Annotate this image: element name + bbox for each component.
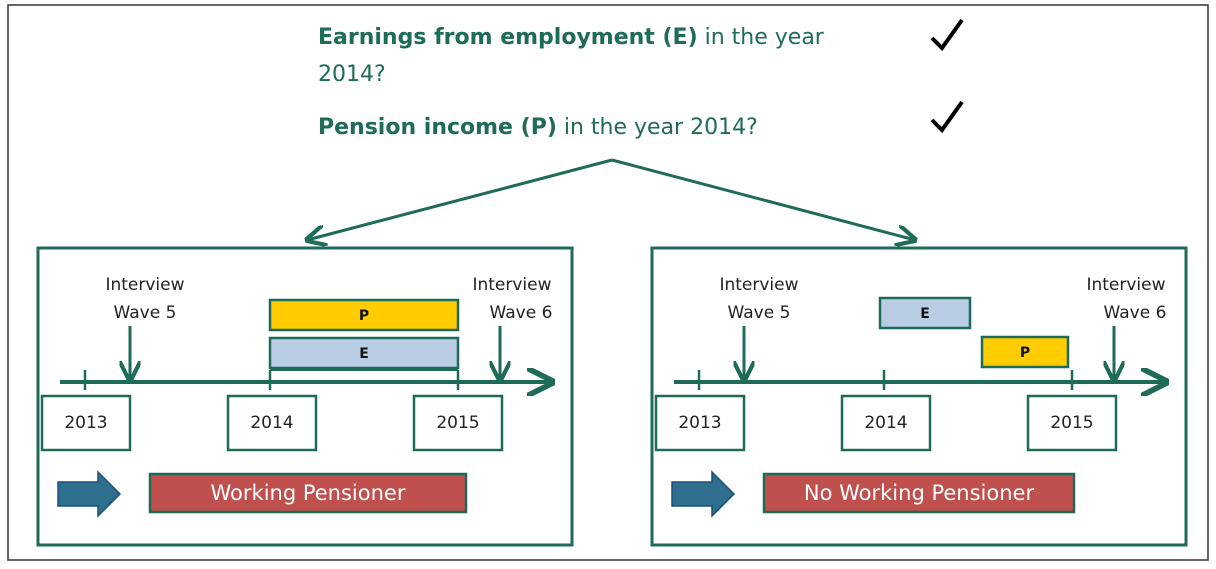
interview-label: Interview: [105, 275, 184, 295]
result-arrow: [671, 470, 736, 518]
question-line-2: 2014?: [318, 62, 386, 87]
year-box: [40, 394, 132, 452]
year-label: 2014: [864, 413, 907, 433]
year-box: [654, 394, 746, 452]
check-mark: [930, 18, 964, 52]
year-label: 2014: [250, 413, 293, 433]
bar-label: E: [359, 346, 369, 362]
year-box: [1026, 394, 1118, 452]
interview-label: Wave 5: [114, 303, 177, 323]
year-label: 2015: [436, 413, 479, 433]
year-box: [412, 394, 504, 452]
check-mark: [930, 100, 964, 134]
bar-label: P: [359, 308, 369, 324]
year-label: 2013: [64, 413, 107, 433]
interview-label: Wave 5: [728, 303, 791, 323]
interview-label: Interview: [1086, 275, 1165, 295]
result-box: [148, 472, 468, 514]
period-bar: [980, 335, 1070, 369]
year-label: 2013: [678, 413, 721, 433]
interview-label: Interview: [472, 275, 551, 295]
bar-label: E: [920, 306, 930, 322]
period-bar: [268, 336, 460, 370]
year-label: 2015: [1050, 413, 1093, 433]
question-line-3: Pension income (P) in the year 2014?: [318, 115, 758, 140]
period-bar: [878, 296, 972, 330]
question-line-1: Earnings from employment (E) in the year: [318, 25, 825, 50]
result-label: Working Pensioner: [211, 481, 406, 505]
period-bar: [268, 298, 460, 332]
bar-label: P: [1020, 345, 1030, 361]
connector-arrow: [611, 158, 915, 240]
result-box: [762, 472, 1076, 514]
year-box: [840, 394, 932, 452]
interview-label: Wave 6: [1104, 303, 1167, 323]
result-label: No Working Pensioner: [804, 481, 1035, 505]
interview-label: Interview: [719, 275, 798, 295]
interview-label: Wave 6: [490, 303, 553, 323]
result-arrow: [57, 470, 122, 518]
year-box: [226, 394, 318, 452]
connector-arrow: [307, 158, 613, 240]
